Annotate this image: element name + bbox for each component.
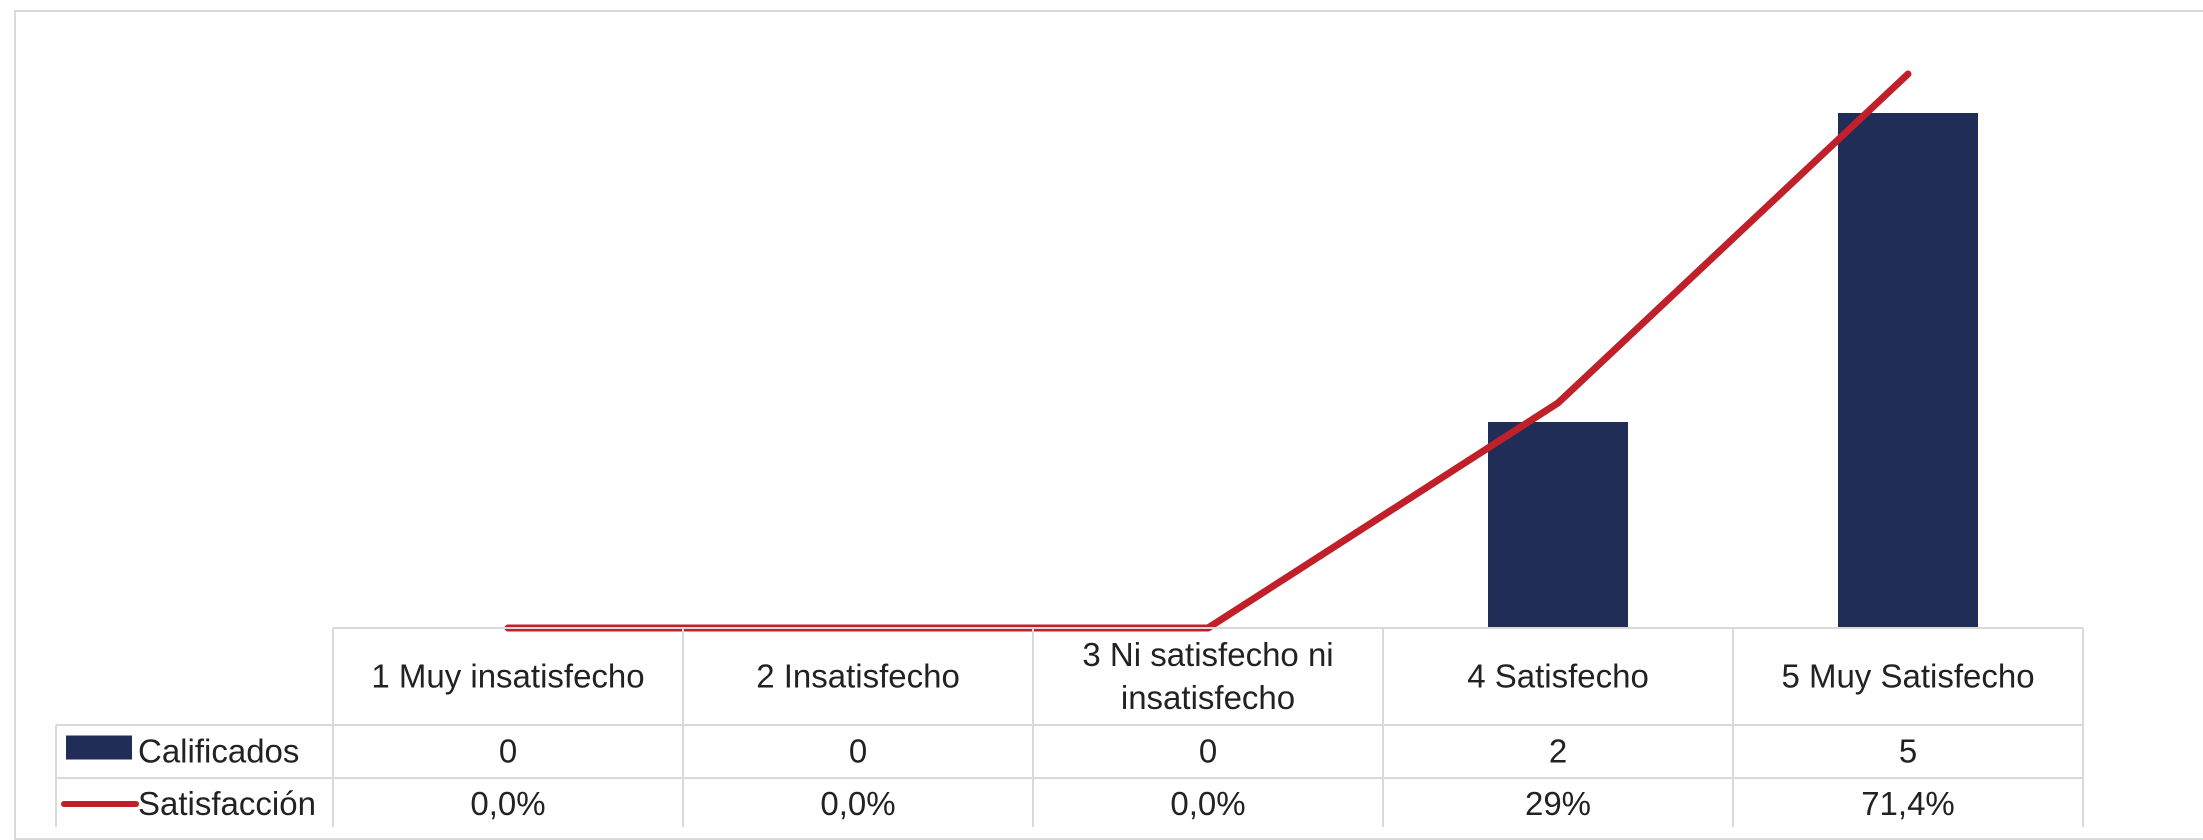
table-value: 0,0% [820,785,895,822]
bar-calificados-4 [1488,422,1628,628]
bar-calificados-5 [1838,113,1978,628]
category-label: 2 Insatisfecho [756,658,960,695]
legend-label: Calificados [138,733,299,770]
legend-label: Satisfacción [138,785,316,822]
table-value: 2 [1549,733,1567,770]
table-value: 0,0% [1170,785,1245,822]
table-value: 0,0% [470,785,545,822]
category-label: 1 Muy insatisfecho [371,658,644,695]
line-group [504,70,1912,632]
legend-key-calificados [66,735,132,760]
line-satisfaccion [504,70,1912,632]
table-value: 0 [499,733,517,770]
category-label: 4 Satisfecho [1467,658,1649,695]
table-value: 71,4% [1861,785,1955,822]
table-value: 29% [1525,785,1591,822]
category-label: 3 Ni satisfecho ni insatisfecho [1082,636,1333,716]
data-table: 1 Muy insatisfecho 2 Insatisfecho 3 Ni sat… [55,627,2084,827]
table-value: 5 [1899,733,1917,770]
table-value: 0 [849,733,867,770]
bar-group [1488,113,1978,628]
category-label: 5 Muy Satisfecho [1781,658,2034,695]
table-value: 0 [1199,733,1217,770]
